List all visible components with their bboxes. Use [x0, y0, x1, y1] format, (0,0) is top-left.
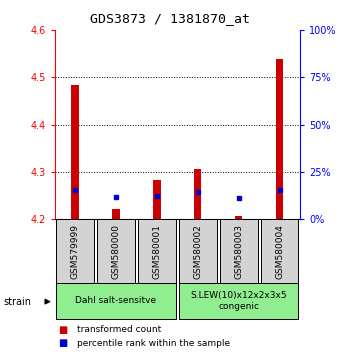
Bar	[153, 180, 161, 219]
Text: transformed count: transformed count	[77, 325, 161, 335]
Bar	[56, 219, 94, 283]
Text: GSM580003: GSM580003	[234, 224, 243, 279]
Bar	[235, 216, 242, 219]
Bar	[97, 219, 135, 283]
Bar	[179, 283, 298, 319]
Bar	[179, 219, 217, 283]
Bar	[56, 283, 176, 319]
Bar	[261, 219, 298, 283]
Text: percentile rank within the sample: percentile rank within the sample	[77, 339, 230, 348]
Text: ■: ■	[58, 325, 67, 335]
Text: GDS3873 / 1381870_at: GDS3873 / 1381870_at	[90, 12, 251, 25]
Bar	[112, 209, 120, 219]
Text: GSM580002: GSM580002	[193, 224, 202, 279]
Bar	[71, 85, 79, 219]
Text: GSM579999: GSM579999	[71, 224, 79, 279]
Bar	[138, 219, 176, 283]
Bar	[220, 219, 257, 283]
Text: GSM580000: GSM580000	[112, 224, 120, 279]
Text: GSM580001: GSM580001	[152, 224, 161, 279]
Text: Dahl salt-sensitve: Dahl salt-sensitve	[75, 296, 157, 306]
Text: strain: strain	[3, 297, 31, 307]
Text: S.LEW(10)x12x2x3x5
congenic: S.LEW(10)x12x2x3x5 congenic	[190, 291, 287, 310]
Text: ■: ■	[58, 338, 67, 348]
Bar	[276, 59, 283, 219]
Text: GSM580004: GSM580004	[275, 224, 284, 279]
Bar	[194, 169, 202, 219]
